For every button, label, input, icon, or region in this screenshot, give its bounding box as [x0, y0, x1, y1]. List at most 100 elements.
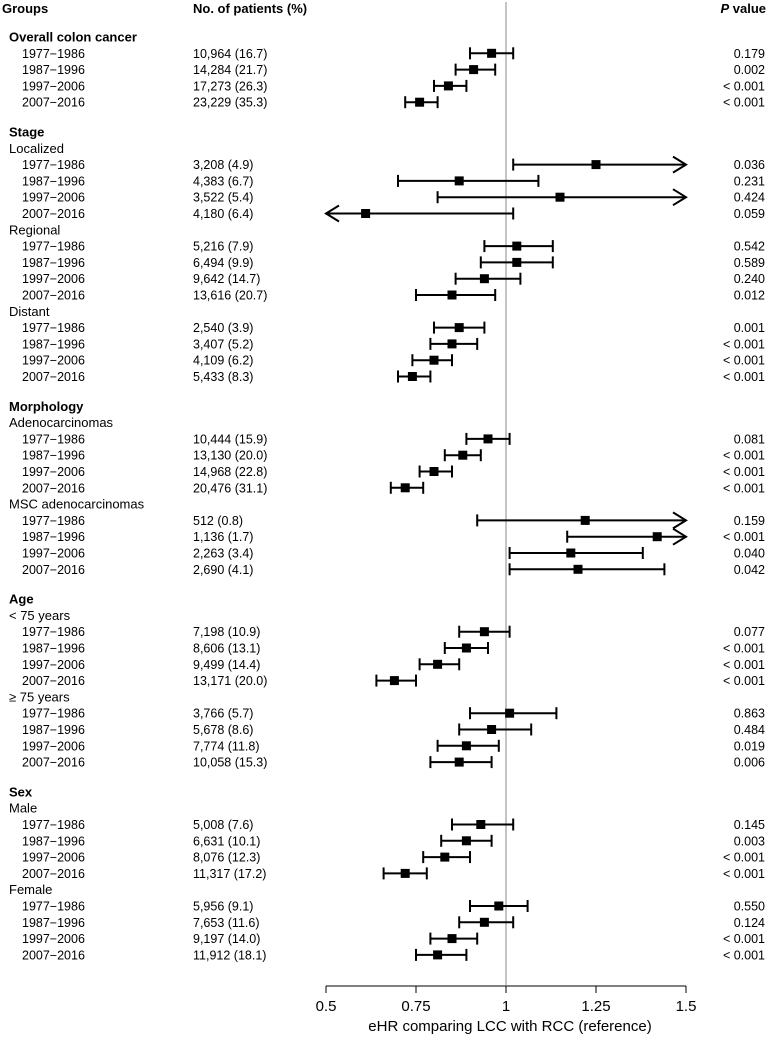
point-estimate — [652, 532, 662, 542]
estimate-mark — [397, 370, 432, 383]
subgroup-heading: MSC adenocarcinomas — [9, 497, 145, 512]
period-label: 1977−1986 — [22, 321, 85, 335]
table-row: 2007−2016 5,433 (8.3) < 0.001 — [22, 370, 765, 384]
estimate-mark — [389, 481, 425, 494]
period-label: 1977−1986 — [22, 900, 85, 914]
period-label: 1997−2006 — [22, 547, 85, 561]
period-label: 2007−2016 — [22, 370, 85, 384]
p-value: < 0.001 — [723, 370, 765, 384]
period-label: 1987−1996 — [22, 642, 85, 656]
patients-count: 8,606 (13.1) — [193, 642, 260, 656]
table-row: 1987−1996 3,407 (5.2) < 0.001 — [22, 337, 765, 351]
table-row: 1997−2006 2,263 (3.4) 0.040 — [22, 547, 765, 561]
p-value: < 0.001 — [723, 79, 765, 93]
table-row: 1977−1986 3,766 (5.7) 0.863 — [22, 707, 765, 721]
point-estimate — [389, 676, 399, 686]
point-estimate — [429, 355, 439, 365]
estimate-mark — [375, 674, 417, 687]
point-estimate — [461, 836, 471, 846]
period-label: 1977−1986 — [22, 158, 85, 172]
patients-count: 14,968 (22.8) — [193, 465, 267, 479]
table-row: 1997−2006 8,076 (12.3) < 0.001 — [22, 851, 765, 865]
estimate-mark — [454, 63, 497, 76]
patients-count: 7,653 (11.6) — [193, 916, 259, 930]
header-p-value: P value — [720, 1, 766, 16]
table-row: 1977−1986 10,444 (15.9) 0.081 — [22, 432, 765, 446]
p-value: < 0.001 — [723, 674, 765, 688]
p-value: 0.059 — [734, 207, 765, 221]
table-row: 1987−1996 8,606 (13.1) < 0.001 — [22, 642, 765, 656]
patients-count: 13,171 (20.0) — [193, 674, 267, 688]
table-row: 2007−2016 13,171 (20.0) < 0.001 — [22, 674, 765, 688]
patients-count: 5,678 (8.6) — [193, 723, 253, 737]
estimate-mark — [415, 289, 497, 301]
point-estimate — [440, 852, 450, 862]
x-tick-label: 0.5 — [316, 998, 337, 1015]
estimate-mark — [479, 256, 554, 269]
point-estimate — [573, 564, 583, 574]
table-row: 1977−1986 5,216 (7.9) 0.542 — [22, 240, 765, 254]
p-value: < 0.001 — [723, 642, 765, 656]
estimate-mark — [469, 47, 515, 60]
table-row: 1987−1996 7,653 (11.6) 0.124 — [22, 916, 765, 930]
table-row: 2007−2016 2,690 (4.1) 0.042 — [22, 563, 765, 577]
patients-count: 20,476 (31.1) — [193, 481, 267, 495]
period-label: 2007−2016 — [22, 289, 85, 303]
x-tick-label: 0.75 — [401, 998, 430, 1015]
point-estimate — [476, 820, 486, 829]
p-value: < 0.001 — [723, 337, 765, 351]
estimate-marks — [324, 47, 688, 961]
patients-count: 6,631 (10.1) — [193, 834, 260, 848]
subgroup-heading: ≥ 75 years — [9, 689, 70, 704]
point-estimate — [447, 934, 457, 944]
period-label: 1997−2006 — [22, 272, 85, 286]
estimate-mark — [422, 851, 471, 864]
point-estimate — [400, 868, 410, 878]
table-row: 1997−2006 9,499 (14.4) < 0.001 — [22, 658, 765, 672]
table-row: 1977−1986 5,008 (7.6) 0.145 — [22, 818, 765, 832]
patients-count: 2,540 (3.9) — [193, 321, 253, 335]
patients-count: 2,690 (4.1) — [193, 563, 253, 577]
period-label: 2007−2016 — [22, 96, 85, 110]
table-row: 2007−2016 4,180 (6.4) 0.059 — [22, 207, 765, 221]
p-value: 0.019 — [734, 739, 765, 753]
patients-count: 3,522 (5.4) — [193, 191, 253, 205]
subgroup-heading: Female — [9, 882, 52, 897]
period-label: 1977−1986 — [22, 240, 85, 254]
table-row: 1997−2006 14,968 (22.8) < 0.001 — [22, 465, 765, 479]
point-estimate — [415, 97, 425, 107]
table-row: 1977−1986 5,956 (9.1) 0.550 — [22, 900, 765, 914]
period-label: 1987−1996 — [22, 449, 85, 463]
estimate-mark — [436, 188, 688, 207]
estimate-mark — [458, 723, 533, 736]
estimate-mark — [440, 834, 493, 847]
estimate-mark — [443, 642, 489, 654]
patients-count: 7,198 (10.9) — [193, 625, 260, 639]
patients-count: 8,076 (12.3) — [193, 851, 260, 865]
p-value: 0.003 — [734, 834, 765, 848]
estimate-mark — [451, 818, 515, 831]
period-label: 2007−2016 — [22, 207, 85, 221]
ci-arrow-left — [324, 204, 340, 223]
estimate-mark — [404, 96, 439, 109]
patients-count: 7,774 (11.8) — [193, 739, 259, 753]
period-label: 1997−2006 — [22, 739, 85, 753]
table-row: 1987−1996 4,383 (6.7) 0.231 — [22, 174, 765, 188]
point-estimate — [443, 81, 453, 91]
patients-count: 9,642 (14.7) — [193, 272, 260, 286]
point-estimate — [494, 901, 504, 911]
header-groups: Groups — [2, 1, 48, 16]
subgroup-heading: Male — [9, 801, 37, 816]
point-estimate — [479, 627, 489, 637]
point-estimate — [591, 160, 601, 170]
subgroup-heading: Adenocarcinomas — [9, 415, 114, 430]
period-label: 2007−2016 — [22, 674, 85, 688]
patients-count: 2,263 (3.4) — [193, 547, 253, 561]
period-label: 1977−1986 — [22, 625, 85, 639]
p-value: 0.589 — [734, 256, 765, 270]
period-label: 1987−1996 — [22, 834, 85, 848]
point-estimate — [505, 708, 515, 718]
point-estimate — [454, 323, 464, 333]
table-row: 2007−2016 13,616 (20.7) 0.012 — [22, 289, 765, 303]
